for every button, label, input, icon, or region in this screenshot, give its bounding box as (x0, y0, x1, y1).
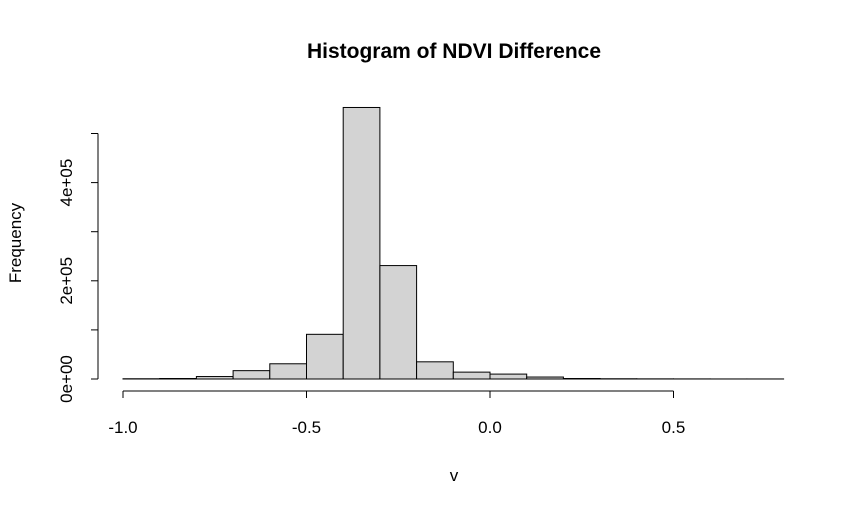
histogram-bar (489, 373, 528, 380)
x-axis-label: v (450, 466, 459, 485)
x-axis: -1.0 -0.5 0.0 0.5 (108, 390, 686, 437)
histogram-bar (452, 371, 491, 380)
x-tick-label: -1.0 (108, 418, 137, 437)
histogram-bar (379, 265, 418, 380)
histogram-bar (306, 333, 344, 380)
x-tick-label: 0.0 (478, 418, 502, 437)
y-tick-label: 4e+05 (57, 159, 76, 207)
histogram-bar (526, 376, 564, 380)
x-tick-label: -0.5 (292, 418, 321, 437)
x-tick-label: 0.5 (662, 418, 686, 437)
histogram-bar (269, 363, 307, 380)
histogram-bar (416, 361, 454, 380)
bars-group (122, 106, 785, 380)
histogram-bar (232, 370, 271, 380)
y-tick-label: 0e+00 (57, 355, 76, 403)
histogram-bar (342, 106, 381, 380)
y-axis: 0e+00 2e+05 4e+05 (57, 133, 99, 403)
histogram-bar (195, 376, 234, 380)
y-tick-label: 2e+05 (57, 257, 76, 305)
chart-title: Histogram of NDVI Difference (307, 40, 601, 63)
y-axis-label: Frequency (6, 202, 25, 283)
